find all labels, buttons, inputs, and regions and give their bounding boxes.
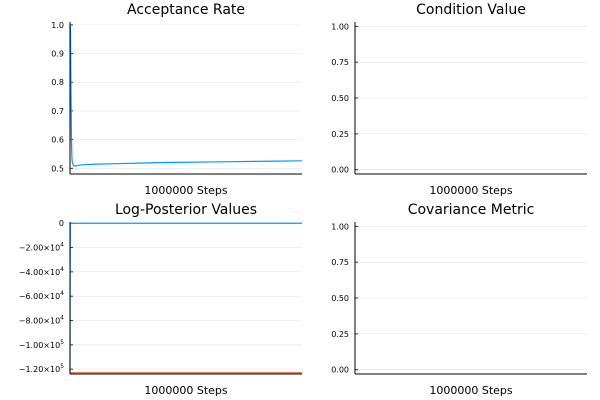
x-axis-label: 1000000 Steps <box>144 184 228 197</box>
y-tick-label: 0.5 <box>51 164 64 173</box>
x-axis-label: 1000000 Steps <box>429 384 513 397</box>
panel-acceptance-rate: Acceptance Rate 0.5 0.6 0.7 0.8 0.9 1.0 10000… <box>51 2 303 197</box>
y-tick-labels: 0.00 0.25 0.50 0.75 1.00 <box>331 222 349 374</box>
panel-log-posterior-values: Log-Posterior Values 0−2.00×104−4.00×104… <box>19 202 302 397</box>
y-tick-label-mantissa: −6.00×10 <box>19 292 60 301</box>
y-tick-label-mantissa: −4.00×10 <box>19 268 60 277</box>
grid <box>355 25 587 171</box>
y-tick-label-mantissa: 0 <box>59 219 64 228</box>
y-tick-label: −8.00×104 <box>19 314 64 325</box>
x-axis-label: 1000000 Steps <box>144 384 228 397</box>
y-tick-labels: 0−2.00×104−4.00×104−6.00×104−8.00×104−1.… <box>19 219 64 374</box>
y-tick-label-exponent: 4 <box>60 242 64 249</box>
y-tick-label: 0.25 <box>331 330 349 339</box>
y-tick-label: 0.50 <box>331 94 349 103</box>
y-tick-label: −1.20×105 <box>19 363 64 374</box>
panel-title: Covariance Metric <box>408 202 535 218</box>
y-tick-label: 0.7 <box>51 107 64 116</box>
series-line-0 <box>69 24 303 167</box>
y-tick-label: 0.25 <box>331 130 349 139</box>
y-tick-label-exponent: 5 <box>60 339 64 346</box>
y-tick-label-exponent: 4 <box>60 290 64 297</box>
y-tick-label: 1.00 <box>331 22 349 31</box>
y-tick-label: 0.50 <box>331 294 349 303</box>
y-tick-labels: 0.5 0.6 0.7 0.8 0.9 1.0 <box>51 21 64 173</box>
y-tick-label-mantissa: −2.00×10 <box>19 244 60 253</box>
y-tick-label: −2.00×104 <box>19 242 64 253</box>
grid <box>70 24 302 169</box>
y-tick-label-exponent: 4 <box>60 314 64 321</box>
series-layer <box>69 24 303 167</box>
y-tick-label: 0.75 <box>331 58 349 67</box>
y-tick-label: 0.00 <box>331 366 349 375</box>
panel-covariance-metric: Covariance Metric 0.00 0.25 0.50 0.75 1.00 1… <box>331 202 587 397</box>
y-tick-label-exponent: 4 <box>60 266 64 273</box>
grid <box>70 222 302 370</box>
y-tick-label: −4.00×104 <box>19 266 64 277</box>
y-tick-label-exponent: 5 <box>60 363 64 370</box>
y-tick-label: 1.00 <box>331 222 349 231</box>
panel-title: Acceptance Rate <box>127 2 245 18</box>
y-tick-label-mantissa: −1.00×10 <box>19 341 60 350</box>
y-tick-label-mantissa: −1.20×10 <box>19 365 60 374</box>
y-tick-label: 0.8 <box>51 78 64 87</box>
y-tick-label: −1.00×105 <box>19 339 64 350</box>
y-tick-label: 0.75 <box>331 258 349 267</box>
x-axis-label: 1000000 Steps <box>429 184 513 197</box>
series-layer <box>69 222 302 374</box>
y-tick-label-mantissa: −8.00×10 <box>19 316 60 325</box>
y-tick-labels: 0.00 0.25 0.50 0.75 1.00 <box>331 22 349 174</box>
grid <box>355 225 587 371</box>
series-line-0 <box>69 222 302 373</box>
y-tick-label: 0 <box>59 219 64 228</box>
panel-condition-value: Condition Value 0.00 0.25 0.50 0.75 1.00 100… <box>331 2 587 197</box>
y-tick-label: −6.00×104 <box>19 290 64 301</box>
panel-title: Log-Posterior Values <box>115 202 257 218</box>
y-tick-label: 0.9 <box>51 50 64 59</box>
y-tick-label: 0.00 <box>331 166 349 175</box>
panel-title: Condition Value <box>416 2 526 18</box>
y-tick-label: 1.0 <box>51 21 64 30</box>
y-tick-label: 0.6 <box>51 136 64 145</box>
